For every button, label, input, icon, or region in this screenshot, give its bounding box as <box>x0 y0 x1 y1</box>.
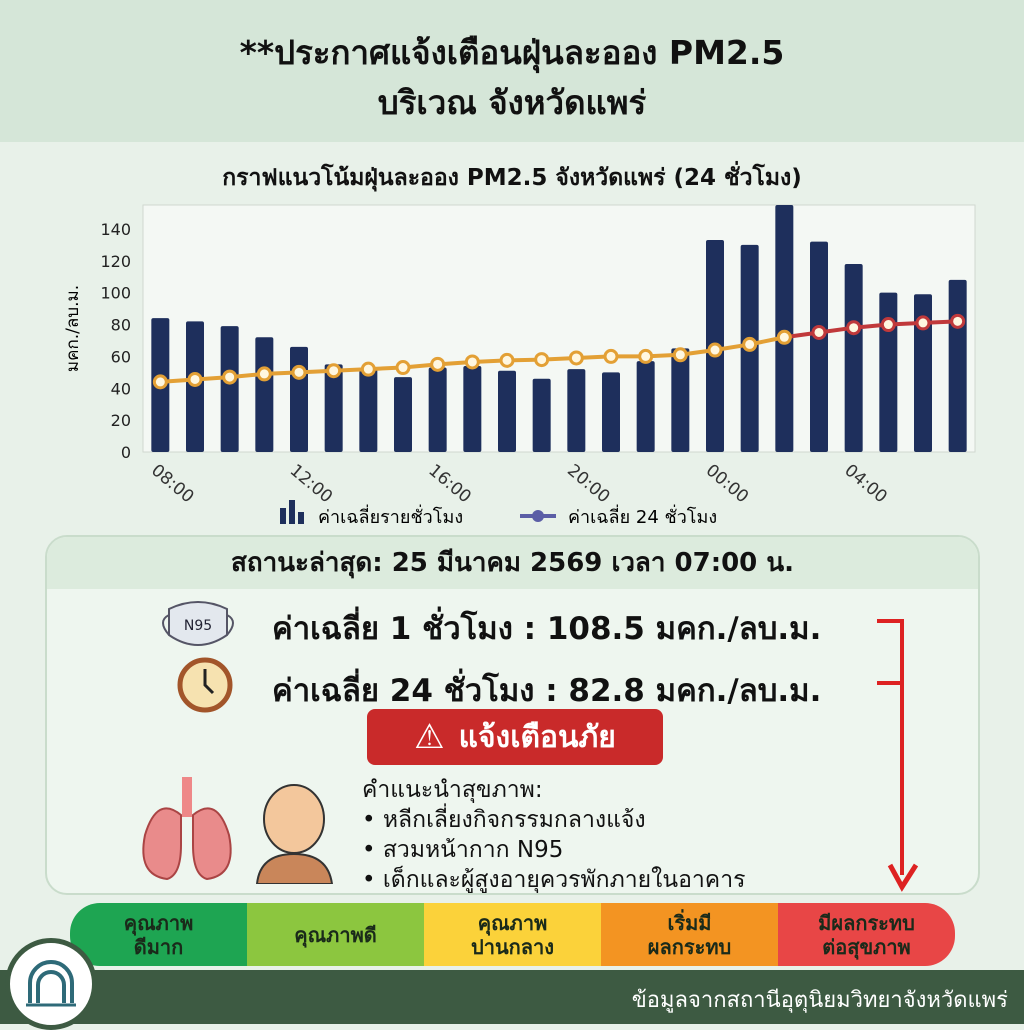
line-point <box>880 317 896 333</box>
y-tick-label: 60 <box>111 347 131 366</box>
bar <box>948 279 967 452</box>
line-point <box>534 352 550 368</box>
advice-item: หลีกเลี่ยงกิจกรรมกลางแจ้ง <box>362 805 745 835</box>
y-tick-label: 40 <box>111 379 131 398</box>
health-advice: คำแนะนำสุขภาพ: หลีกเลี่ยงกิจกรรมกลางแจ้ง… <box>362 775 745 895</box>
n95-mask-icon: N95 <box>162 601 234 646</box>
x-tick-label: 08:00 <box>147 461 197 508</box>
bar <box>879 292 898 452</box>
line-point <box>638 348 654 364</box>
y-axis-label: มคก./ลบ.ม. <box>63 285 83 372</box>
line-point <box>395 360 411 376</box>
y-tick-label: 80 <box>111 316 131 335</box>
x-tick-label: 16:00 <box>424 461 474 508</box>
clock-icon <box>177 657 233 713</box>
bar <box>671 348 690 452</box>
aqi-level-moderate: คุณภาพ ปานกลาง <box>424 903 601 966</box>
line-point <box>742 336 758 352</box>
avg-1h: ค่าเฉลี่ย 1 ชั่วโมง : 108.5 มคก./ลบ.ม. <box>272 611 822 647</box>
line-point <box>603 348 619 364</box>
advice-title: คำแนะนำสุขภาพ: <box>362 777 543 803</box>
bar <box>255 337 274 452</box>
bar <box>220 326 239 452</box>
bar <box>844 263 863 452</box>
bar <box>498 370 516 452</box>
aqi-scale: คุณภาพ ดีมาก คุณภาพดี คุณภาพ ปานกลาง เริ… <box>70 903 955 966</box>
advice-item: สวมหน้ากาก N95 <box>362 835 745 865</box>
x-tick-label: 20:00 <box>563 461 613 508</box>
lungs-icon <box>142 777 232 881</box>
legend-bar-icon <box>289 500 295 524</box>
page-title-line2: บริเวณ จังหวัดแพร่ <box>377 83 647 122</box>
bar <box>532 378 551 452</box>
aqi-level-very-good: คุณภาพ ดีมาก <box>70 903 247 966</box>
arrow-connector-icon <box>877 619 919 892</box>
line-point <box>326 363 342 379</box>
bar <box>428 367 447 452</box>
avg-24h: ค่าเฉลี่ย 24 ชั่วโมง : 82.8 มคก./ลบ.ม. <box>272 673 822 709</box>
line-point <box>222 369 238 385</box>
bar <box>567 369 586 452</box>
logo <box>5 938 97 1030</box>
bar <box>602 372 620 452</box>
bar <box>394 377 412 452</box>
aqi-level-good: คุณภาพดี <box>247 903 424 966</box>
y-tick-label: 100 <box>100 284 131 303</box>
line-point <box>291 364 307 380</box>
legend-label: ค่าเฉลี่ย 24 ชั่วโมง <box>568 504 717 528</box>
header: **ประกาศแจ้งเตือนฝุ่นละออง PM2.5 บริเวณ … <box>0 0 1024 142</box>
line-point <box>811 324 827 340</box>
y-tick-label: 140 <box>100 220 131 239</box>
line-point <box>187 371 203 387</box>
advice-item: เด็กและผู้สูงอายุควรพักภายในอาคาร <box>362 865 746 895</box>
status-title: สถานะล่าสุด: 25 มีนาคม 2569 เวลา 07:00 น… <box>47 537 978 589</box>
bar <box>359 367 378 452</box>
alert-badge: ⚠ แจ้งเตือนภัย <box>367 709 663 765</box>
bar <box>775 205 794 452</box>
legend-bar-icon <box>298 512 304 524</box>
x-tick-label: 04:00 <box>840 461 890 508</box>
legend-line-marker <box>532 510 544 522</box>
line-point <box>152 374 168 390</box>
bar <box>324 364 343 452</box>
alert-label: แจ้งเตือนภัย <box>458 719 616 755</box>
line-point <box>707 342 723 358</box>
warning-icon: ⚠ <box>414 717 445 757</box>
legend-bar-icon <box>280 508 286 524</box>
elderly-person-icon <box>255 784 334 884</box>
line-point <box>568 350 584 366</box>
aqi-level-start-affect: เริ่มมี ผลกระทบ <box>601 903 778 966</box>
bar <box>914 294 932 452</box>
chart-title: กราฟแนวโน้มฝุ่นละออง PM2.5 จังหวัดแพร่ (… <box>222 165 802 191</box>
line-point <box>499 352 515 368</box>
bar <box>810 241 828 452</box>
line-point <box>360 361 376 377</box>
status-panel: สถานะล่าสุด: 25 มีนาคม 2569 เวลา 07:00 น… <box>45 535 980 895</box>
x-tick-label: 00:00 <box>702 461 752 508</box>
line-point <box>256 366 272 382</box>
line-point <box>672 347 688 363</box>
line-point <box>464 354 480 370</box>
mask-label: N95 <box>184 618 212 634</box>
bar <box>636 361 655 452</box>
legend-label: ค่าเฉลี่ยรายชั่วโมง <box>318 504 463 528</box>
y-tick-label: 0 <box>121 443 131 462</box>
line-point <box>430 356 446 372</box>
line-point <box>915 315 931 331</box>
logo-arch-icon <box>26 960 76 1007</box>
aqi-level-unhealthy: มีผลกระทบ ต่อสุขภาพ <box>778 903 955 966</box>
line-point <box>776 329 792 345</box>
bar <box>290 346 308 452</box>
y-tick-label: 120 <box>100 252 131 271</box>
footer-source: ข้อมูลจากสถานีอุตุนิยมวิทยาจังหวัดแพร่ <box>0 970 1024 1024</box>
bar <box>463 365 482 452</box>
line-point <box>846 320 862 336</box>
y-tick-label: 20 <box>111 411 131 430</box>
page-title-line1: **ประกาศแจ้งเตือนฝุ่นละออง PM2.5 <box>239 33 785 72</box>
line-point <box>950 313 966 329</box>
